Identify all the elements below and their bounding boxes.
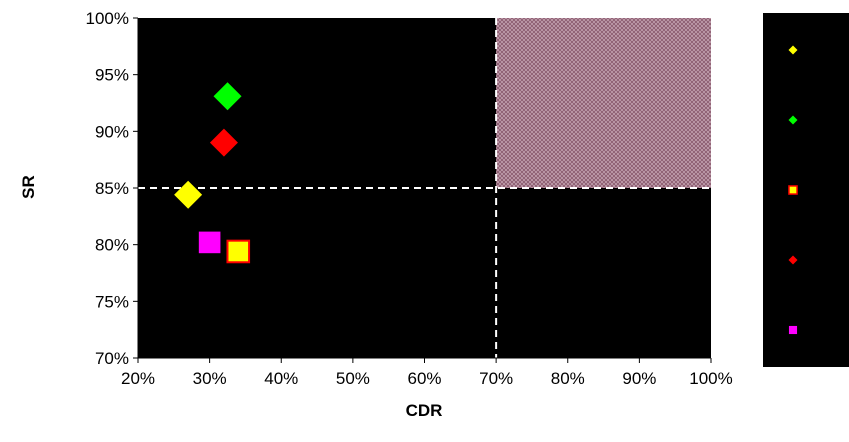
x-tick-label: 60%	[407, 369, 441, 388]
x-tick-label: 100%	[689, 369, 732, 388]
y-tick-label: 95%	[95, 66, 129, 85]
y-tick-label: 100%	[86, 9, 129, 28]
y-tick-label: 70%	[95, 349, 129, 368]
data-point-2003	[174, 180, 203, 209]
highlight-region	[496, 18, 711, 188]
legend-label-2006: 2006	[801, 253, 830, 268]
legend-label-2003: 2003	[801, 43, 830, 58]
x-tick-label: 80%	[551, 369, 585, 388]
legend: 2003 2004 2005 2006 2007	[788, 43, 830, 338]
x-tick-label: 70%	[479, 369, 513, 388]
x-axis-title: CDR	[406, 401, 443, 420]
legend-marker-2006	[788, 255, 798, 265]
legend-marker-2004	[788, 115, 798, 125]
x-tick-label: 20%	[121, 369, 155, 388]
legend-marker-2003	[788, 45, 798, 55]
x-tick-label: 90%	[622, 369, 656, 388]
x-tick-label: 40%	[264, 369, 298, 388]
y-tick-label: 75%	[95, 292, 129, 311]
legend-marker-2005	[788, 185, 798, 195]
data-point-2004	[213, 82, 242, 111]
x-axis-ticks: 20% 30% 40% 50% 60% 70% 80% 90% 100%	[121, 358, 733, 388]
y-tick-label: 85%	[95, 179, 129, 198]
legend-marker-2007	[788, 325, 798, 335]
legend-label-2007: 2007	[801, 323, 830, 338]
x-tick-label: 50%	[336, 369, 370, 388]
data-point-2005	[226, 239, 251, 264]
data-points	[174, 82, 251, 264]
y-axis-title: SR	[19, 175, 38, 199]
y-axis-ticks: 100% 95% 90% 85% 80% 75% 70%	[86, 9, 138, 368]
y-tick-label: 90%	[95, 122, 129, 141]
data-point-2007	[198, 231, 221, 254]
legend-label-2004: 2004	[801, 113, 830, 128]
data-point-2006	[209, 128, 238, 157]
legend-box	[763, 13, 849, 367]
x-tick-label: 30%	[193, 369, 227, 388]
y-tick-label: 80%	[95, 236, 129, 255]
legend-label-2005: 2005	[801, 183, 830, 198]
